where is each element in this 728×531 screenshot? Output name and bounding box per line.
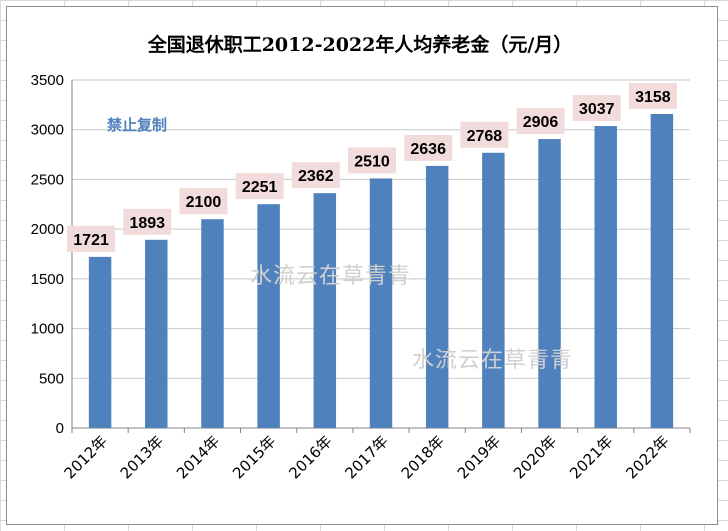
data-label: 2100 <box>186 194 222 211</box>
bar <box>425 165 449 428</box>
data-label-background <box>235 173 284 200</box>
data-label-background <box>572 95 621 122</box>
x-tick-label: 2013年 <box>117 432 167 482</box>
x-tick-label: 2014年 <box>173 432 223 482</box>
data-label-background <box>67 225 116 252</box>
bar <box>257 204 280 428</box>
data-label: 3037 <box>579 101 615 118</box>
x-tick-label: 2017年 <box>341 432 391 482</box>
data-label: 2906 <box>523 114 559 131</box>
y-tick-label: 2500 <box>31 171 64 188</box>
x-tick-label: 2018年 <box>398 432 448 482</box>
data-label: 3158 <box>635 89 671 106</box>
data-label: 1893 <box>129 215 165 232</box>
data-label-background <box>179 188 228 215</box>
y-tick-label: 2000 <box>31 221 64 238</box>
y-tick-label: 3000 <box>31 122 64 139</box>
data-label: 2510 <box>354 153 390 170</box>
x-tick-label: 2021年 <box>566 432 616 482</box>
bar <box>201 219 224 428</box>
no-copy-watermark: 禁止复制 <box>107 116 168 134</box>
bar <box>313 193 337 428</box>
data-label: 2251 <box>242 179 278 196</box>
bar <box>369 178 393 428</box>
y-tick-label: 3500 <box>31 72 64 89</box>
x-tick-label: 2015年 <box>229 432 279 482</box>
data-label: 2636 <box>410 141 446 158</box>
data-label: 2362 <box>298 168 334 185</box>
x-tick-label: 2020年 <box>510 432 560 482</box>
y-tick-label: 0 <box>56 420 64 437</box>
data-label-background <box>516 108 565 135</box>
data-label-background <box>404 134 453 161</box>
x-tick-label: 2022年 <box>622 432 672 482</box>
y-tick-label: 1000 <box>31 321 64 338</box>
bar <box>650 114 674 428</box>
data-label-background <box>628 83 677 110</box>
y-tick-label: 500 <box>39 370 64 387</box>
bar <box>538 139 561 428</box>
watermark-text: 水流云在草青青 <box>250 264 412 289</box>
data-label-background <box>348 147 396 174</box>
x-tick-label: 2012年 <box>61 432 111 482</box>
bar <box>482 152 505 428</box>
watermark-text: 水流云在草青青 <box>412 348 574 373</box>
y-tick-label: 1500 <box>31 271 64 288</box>
data-label: 2768 <box>467 128 503 145</box>
data-label: 1721 <box>73 232 109 249</box>
data-label-background <box>291 162 340 189</box>
chart-title: 全国退休职工2012-2022年人均养老金（元/月） <box>147 34 573 56</box>
data-label-background <box>123 208 172 235</box>
bar <box>145 239 168 428</box>
x-tick-label: 2016年 <box>285 432 335 482</box>
bar <box>88 256 112 428</box>
data-label-background <box>460 121 509 148</box>
x-tick-label: 2019年 <box>454 432 504 482</box>
bar <box>594 126 617 428</box>
